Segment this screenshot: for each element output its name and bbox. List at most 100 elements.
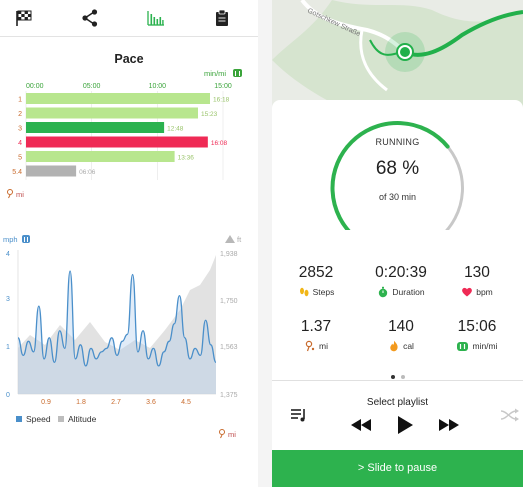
play-icon[interactable] <box>395 414 415 436</box>
page-indicator[interactable] <box>272 366 523 384</box>
legend-speed: Speed <box>26 414 51 424</box>
stat-calories-value: 140 <box>388 318 414 335</box>
stat-steps: 2852 Steps <box>274 264 358 298</box>
pace-bar <box>26 165 77 177</box>
stat-duration-label: Duration <box>392 287 425 297</box>
stat-steps-value: 2852 <box>298 264 334 281</box>
speed-x-tick: 1.8 <box>76 399 86 406</box>
stat-heart-rate-label: bpm <box>476 287 493 297</box>
speed-distance-unit: mi <box>228 430 236 439</box>
altitude-axis-tick: 1,375 <box>220 392 238 399</box>
checkered-flag-icon[interactable] <box>14 8 34 28</box>
pace-axis-tick: 10:00 <box>149 83 167 90</box>
stat-calories: 140 cal <box>359 318 443 352</box>
shuffle-icon[interactable] <box>500 407 520 423</box>
flame-icon <box>390 340 398 352</box>
legend-speed-swatch <box>16 416 22 422</box>
speed-x-tick: 3.6 <box>146 399 156 406</box>
pace-bar-time: 12:48 <box>167 126 184 133</box>
stat-heart-rate-value: 130 <box>464 264 490 281</box>
speed-unit-label: mph <box>3 235 18 244</box>
pace-axis-tick: 00:00 <box>26 83 44 90</box>
chart-icon[interactable] <box>146 8 166 28</box>
altitude-area <box>18 255 216 394</box>
location-pin-icon <box>7 189 13 199</box>
pace-bar-time: 16:18 <box>213 97 230 104</box>
clipboard-icon[interactable] <box>212 8 232 28</box>
run-target: of 30 min <box>378 192 417 202</box>
tab-bar <box>0 0 258 37</box>
runner-icon <box>457 342 469 351</box>
stat-pace-label: min/mi <box>472 341 498 351</box>
speed-area <box>18 271 216 394</box>
speed-axis-tick: 0 <box>6 392 10 399</box>
panel-gap <box>258 0 272 487</box>
stat-pace-value: 15:06 <box>457 318 497 335</box>
pace-bar <box>26 136 208 148</box>
footprints-icon <box>299 287 309 297</box>
stat-distance-label: mi <box>319 341 328 351</box>
pace-axis-tick: 05:00 <box>83 83 101 90</box>
speed-axis-tick: 1 <box>6 344 10 351</box>
stat-heart-rate: 130 bpm <box>435 264 519 298</box>
mountain-icon <box>225 235 235 243</box>
pace-title: Pace <box>114 52 144 66</box>
runner-icon <box>233 69 242 77</box>
speed-x-tick: 0.9 <box>41 399 51 406</box>
pace-row-label: 2 <box>18 111 22 118</box>
pace-chart: min/mi 00:00 05:00 10:00 15:00 1 16:18 2 15:23… <box>7 69 242 199</box>
run-percent: 68 % <box>375 158 420 179</box>
pace-row-label: 1 <box>18 97 22 104</box>
stat-duration-value: 0:20:39 <box>375 264 427 281</box>
pace-row-label: 5.4 <box>12 169 22 176</box>
pace-bar <box>26 151 175 162</box>
pace-bar <box>26 122 165 133</box>
right-panel: Gotschkew Straße RUNNING 68 % of 30 min … <box>272 0 523 487</box>
playlist-icon[interactable] <box>290 407 308 423</box>
rewind-icon[interactable] <box>349 417 373 433</box>
fast-forward-icon[interactable] <box>437 417 461 433</box>
pace-bar-time: 16:08 <box>211 140 228 147</box>
page-dot-active[interactable] <box>390 375 395 379</box>
slide-to-pause[interactable]: > Slide to pause <box>272 450 523 487</box>
progress-ring <box>330 121 464 230</box>
altitude-axis-tick: 1,750 <box>220 298 238 305</box>
pace-row-label: 4 <box>18 140 22 147</box>
page-dot[interactable] <box>400 375 405 379</box>
legend-altitude-swatch <box>58 416 64 422</box>
pace-bar-time: 15:23 <box>201 111 218 118</box>
run-panel <box>272 100 523 390</box>
pace-unit-label: min/mi <box>204 69 226 78</box>
left-panel: Pace min/mi 00:00 05:00 10:00 15:00 1 16:18 2… <box>0 0 258 487</box>
legend-altitude: Altitude <box>68 414 97 424</box>
heart-icon <box>462 287 473 297</box>
stat-calories-label: cal <box>403 341 414 351</box>
location-pin-icon <box>219 429 225 439</box>
stat-distance: 1.37 mi <box>274 318 358 352</box>
stopwatch-icon <box>379 286 388 298</box>
pace-bar <box>26 93 210 104</box>
share-icon[interactable] <box>80 8 100 28</box>
altitude-unit-label: ft <box>237 235 242 244</box>
speed-x-tick: 4.5 <box>181 399 191 406</box>
speed-x-tick: 2.7 <box>111 399 121 406</box>
altitude-axis-tick: 1,938 <box>220 251 238 258</box>
divider <box>272 380 523 381</box>
pace-distance-unit: mi <box>16 190 24 199</box>
speed-axis-tick: 4 <box>6 251 10 258</box>
stat-duration: 0:20:39 Duration <box>359 264 443 298</box>
altitude-axis-tick: 1,563 <box>220 344 238 351</box>
speed-line <box>17 270 217 367</box>
stat-distance-value: 1.37 <box>300 318 332 335</box>
runner-icon <box>22 235 30 243</box>
pace-bar-time: 06:06 <box>79 169 96 176</box>
playlist-label[interactable]: Select playlist <box>366 397 429 408</box>
pace-row-label: 5 <box>18 155 22 162</box>
pace-row-label: 3 <box>18 126 22 133</box>
pace-bar <box>26 107 198 119</box>
location-pin-icon <box>305 340 315 352</box>
speed-altitude-chart: mph ft 4 3 1 0 1,938 1,750 1,563 1,375 0.9 1.8 2.… <box>3 235 242 439</box>
stat-pace: 15:06 min/mi <box>435 318 519 352</box>
pace-bar-time: 13:36 <box>178 155 195 162</box>
pace-axis-tick: 15:00 <box>214 83 232 90</box>
